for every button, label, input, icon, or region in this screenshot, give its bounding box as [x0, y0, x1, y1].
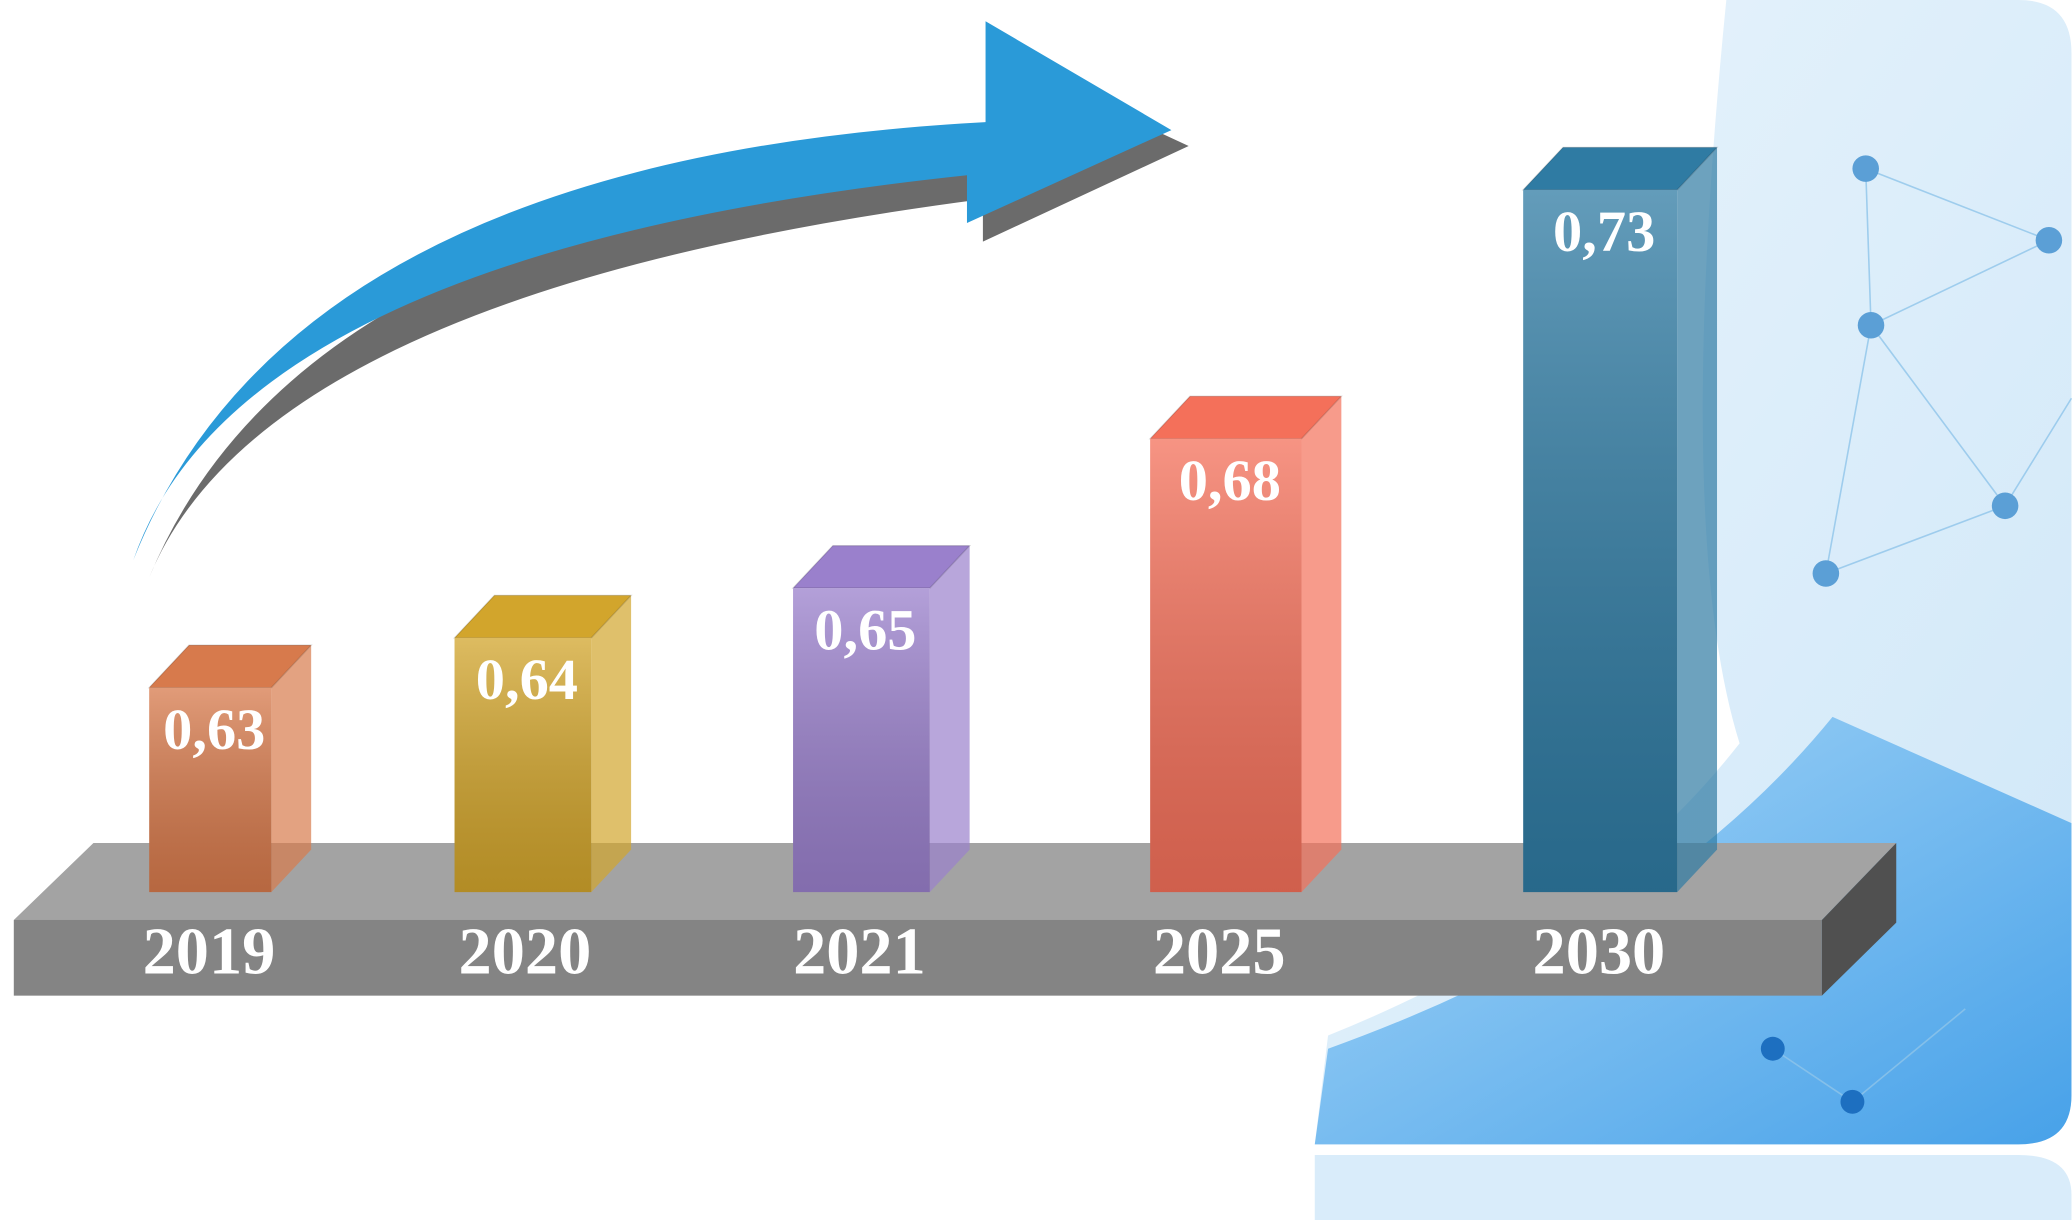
x-tick-label: 2025 — [1153, 916, 1286, 989]
bar-shade — [1150, 438, 1302, 893]
value-label: 0,65 — [814, 597, 916, 662]
bar-side — [271, 645, 312, 893]
bar-shade — [149, 687, 272, 893]
x-tick-label: 2030 — [1533, 916, 1666, 989]
bar-side — [929, 545, 970, 893]
value-label: 0,64 — [476, 647, 578, 712]
bar-shade — [1523, 189, 1678, 893]
bar-side — [1301, 396, 1342, 893]
value-label: 0,68 — [1179, 448, 1281, 513]
x-tick-label: 2020 — [459, 916, 592, 989]
bar-side — [591, 595, 632, 893]
bar-shade — [793, 588, 930, 893]
value-label: 0,63 — [163, 697, 265, 762]
bars: 0,63 2019 0,64 2020 0,65 2021 0,68 2025 0,73 2030 — [143, 146, 1719, 989]
bar-shade — [454, 637, 592, 893]
trend-arrow — [133, 21, 1189, 578]
x-tick-label: 2019 — [143, 916, 276, 989]
platform — [13, 842, 1897, 996]
x-tick-label: 2021 — [793, 916, 926, 989]
bar-side — [1677, 147, 1718, 893]
value-label: 0,73 — [1553, 199, 1655, 264]
